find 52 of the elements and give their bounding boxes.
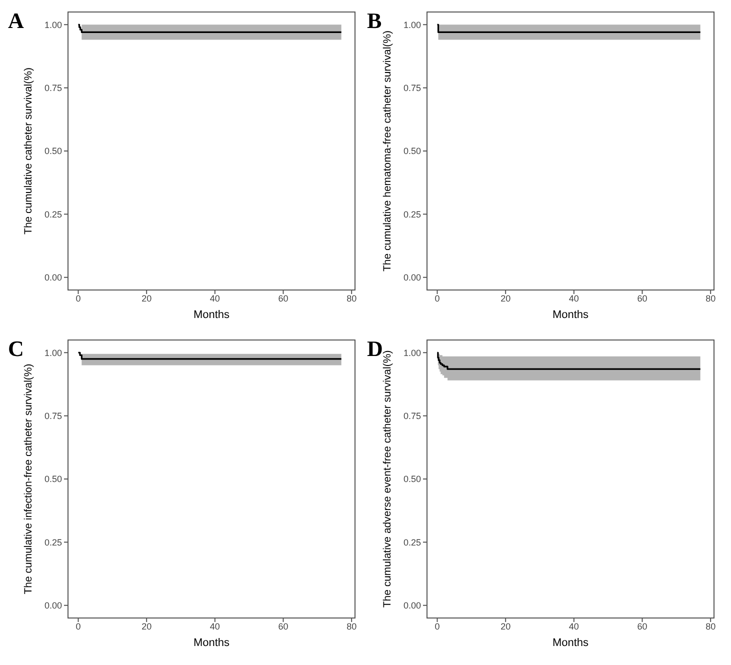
x-tick-label: 0 bbox=[434, 293, 440, 304]
x-axis-title: Months bbox=[193, 309, 230, 321]
y-tick-label: 0.50 bbox=[403, 474, 421, 484]
y-axis-title: The cumulative catheter survival(%) bbox=[22, 68, 35, 234]
y-tick-label: 1.00 bbox=[44, 348, 62, 358]
y-tick-label: 0.25 bbox=[44, 209, 62, 220]
x-tick-label: 0 bbox=[434, 621, 440, 632]
x-axis-title: Months bbox=[193, 637, 230, 649]
chart-title: B bbox=[367, 8, 382, 34]
y-tick-label: 0.00 bbox=[44, 272, 62, 283]
y-tick-label: 0.25 bbox=[403, 537, 421, 548]
y-tick-label: 0.75 bbox=[44, 411, 62, 422]
y-tick-label: 0.00 bbox=[44, 600, 62, 611]
y-tick-label: 0.00 bbox=[403, 272, 421, 283]
x-tick-label: 0 bbox=[76, 621, 81, 632]
y-tick-label: 1.00 bbox=[403, 20, 421, 30]
x-tick-label: 0 bbox=[76, 293, 81, 304]
chart-title: C bbox=[8, 336, 24, 362]
y-tick-label: 0.00 bbox=[403, 600, 421, 611]
x-axis-title: Months bbox=[552, 309, 590, 321]
y-tick-label: 0.75 bbox=[403, 411, 421, 422]
chart-title: A bbox=[8, 8, 24, 34]
y-tick-label: 0.75 bbox=[44, 83, 62, 94]
x-tick-label: 80 bbox=[706, 621, 716, 632]
y-tick-label: 0.50 bbox=[403, 146, 421, 156]
x-tick-label: 80 bbox=[346, 621, 357, 632]
x-tick-label: 20 bbox=[142, 293, 152, 304]
x-tick-label: 80 bbox=[706, 293, 716, 304]
x-tick-label: 80 bbox=[346, 293, 357, 304]
y-tick-label: 1.00 bbox=[44, 20, 62, 30]
y-tick-label: 0.50 bbox=[44, 474, 62, 484]
x-tick-label: 40 bbox=[210, 621, 220, 632]
y-tick-label: 0.75 bbox=[403, 83, 421, 94]
x-tick-label: 60 bbox=[278, 621, 288, 632]
y-axis-title: The cumulative hematoma-free catheter survival(%) bbox=[382, 30, 394, 272]
x-tick-label: 40 bbox=[568, 621, 579, 632]
y-tick-label: 0.50 bbox=[44, 146, 62, 156]
x-tick-label: 20 bbox=[500, 293, 511, 304]
y-tick-label: 0.25 bbox=[44, 537, 62, 548]
x-tick-label: 20 bbox=[500, 621, 511, 632]
x-tick-label: 60 bbox=[278, 293, 288, 304]
x-tick-label: 40 bbox=[210, 293, 220, 304]
x-tick-label: 20 bbox=[142, 621, 152, 632]
x-tick-label: 60 bbox=[637, 293, 648, 304]
y-axis-title: The cumulative infection-free catheter survival(%) bbox=[22, 364, 35, 594]
x-tick-label: 40 bbox=[568, 293, 579, 304]
x-tick-label: 60 bbox=[637, 621, 648, 632]
y-tick-label: 0.25 bbox=[403, 209, 421, 220]
chart-title: D bbox=[367, 336, 383, 361]
x-axis-title: Months bbox=[552, 637, 590, 649]
y-axis-title: The cumulative adverse event-free catheter survival(%) bbox=[382, 350, 394, 608]
y-tick-label: 1.00 bbox=[403, 348, 421, 358]
